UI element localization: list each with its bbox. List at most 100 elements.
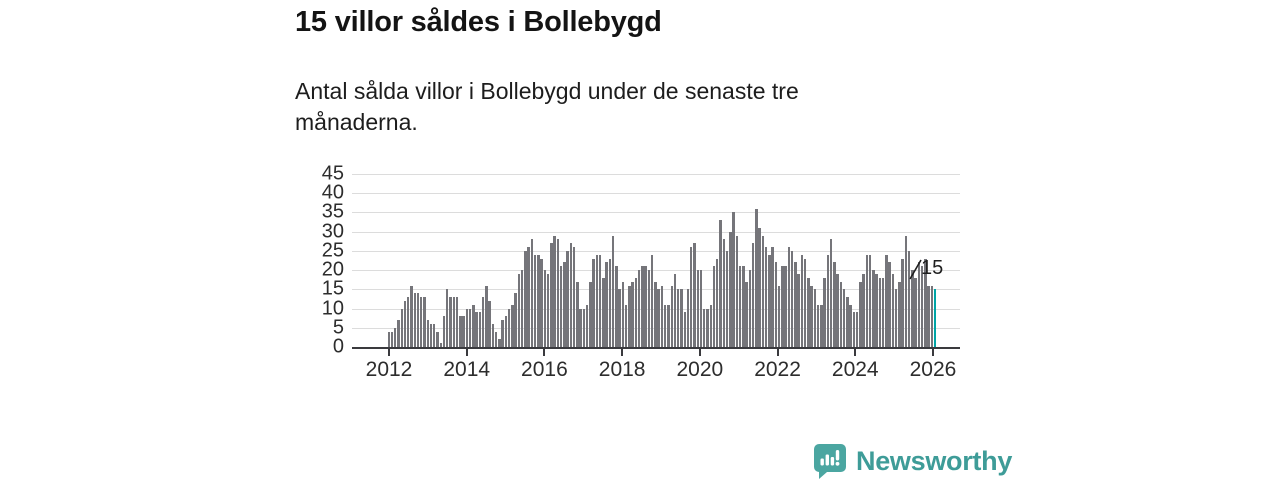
- bar: [433, 323, 436, 347]
- bar: [657, 289, 660, 347]
- annotation-leader-line: [909, 259, 922, 280]
- bar: [563, 262, 566, 347]
- x-tick-label: 2026: [909, 358, 957, 381]
- bar: [836, 273, 839, 347]
- gridline: [352, 270, 960, 272]
- bar: [797, 273, 800, 347]
- bar: [621, 281, 625, 347]
- bar: [394, 327, 397, 347]
- bar: [670, 285, 673, 347]
- bar: [462, 316, 465, 347]
- bar: [439, 343, 442, 347]
- bar: [618, 289, 621, 347]
- highlighted-bar: [934, 289, 937, 347]
- bar: [387, 331, 390, 347]
- bar: [771, 247, 774, 347]
- bar: [833, 262, 836, 347]
- bar: [475, 312, 478, 347]
- bar: [566, 250, 569, 347]
- bar: [602, 277, 605, 347]
- bar: [400, 308, 403, 347]
- x-axis-tick: [621, 349, 624, 356]
- bar: [745, 281, 748, 347]
- y-tick-label: 45: [321, 162, 344, 185]
- bar: [719, 220, 722, 347]
- x-axis-tick: [698, 349, 701, 356]
- bar: [849, 304, 852, 347]
- bar: [881, 277, 885, 347]
- bar: [865, 254, 869, 347]
- x-tick-label: 2024: [831, 358, 879, 381]
- bar: [390, 331, 394, 347]
- bar: [468, 308, 472, 347]
- bar: [787, 247, 791, 347]
- bar: [514, 293, 517, 347]
- bar: [924, 258, 927, 347]
- bar: [420, 297, 423, 347]
- bar: [579, 308, 582, 347]
- bar: [520, 270, 524, 347]
- bar: [732, 212, 735, 347]
- bar: [654, 281, 657, 347]
- bar: [455, 297, 459, 347]
- bar: [569, 243, 573, 347]
- bar: [511, 304, 514, 347]
- bar: [559, 266, 563, 347]
- bar: [911, 270, 914, 347]
- bar: [764, 247, 768, 347]
- bar: [595, 254, 599, 347]
- y-tick-label: 20: [321, 258, 344, 281]
- bar: [917, 262, 921, 347]
- bar: [712, 266, 716, 347]
- bar: [914, 277, 917, 347]
- bar: [807, 277, 810, 347]
- bar: [927, 285, 930, 347]
- bar: [631, 281, 634, 347]
- x-tick-label: 2014: [443, 358, 491, 381]
- bar: [829, 239, 833, 347]
- chart-subtitle: Antal sålda villor i Bollebygd under de …: [295, 78, 799, 135]
- bar: [628, 285, 631, 347]
- gridline: [352, 174, 960, 175]
- bar: [693, 243, 696, 347]
- bar: [748, 270, 752, 347]
- bar: [716, 258, 719, 347]
- bar: [576, 281, 579, 347]
- bar: [725, 250, 729, 347]
- bar: [907, 250, 911, 347]
- bar: [774, 262, 778, 347]
- bar: [426, 320, 429, 347]
- bar: [729, 231, 732, 347]
- x-tick-label: 2012: [365, 358, 413, 381]
- bar: [592, 258, 595, 347]
- bar: [550, 243, 553, 347]
- y-tick-label: 30: [321, 220, 344, 243]
- bar: [894, 289, 898, 347]
- bar: [862, 273, 865, 347]
- bar: [823, 277, 826, 347]
- bar: [472, 304, 475, 347]
- bar: [706, 308, 709, 347]
- x-axis-tick: [465, 349, 468, 356]
- bar: [735, 235, 738, 347]
- bar: [615, 266, 618, 347]
- bar: [397, 320, 400, 347]
- bar: [582, 308, 586, 347]
- bar: [660, 285, 664, 347]
- bar: [634, 277, 638, 347]
- bar: [446, 289, 449, 347]
- bar: [644, 266, 647, 347]
- bar: [530, 239, 534, 347]
- y-tick-label: 10: [321, 297, 344, 320]
- bar: [777, 285, 781, 347]
- y-tick-label: 5: [332, 316, 344, 339]
- bar: [527, 247, 530, 347]
- bar: [852, 312, 856, 347]
- bar: [930, 285, 934, 347]
- bar: [608, 258, 612, 347]
- bar: [751, 243, 755, 347]
- bar: [885, 254, 888, 347]
- bar: [589, 281, 592, 347]
- bar: [647, 270, 651, 347]
